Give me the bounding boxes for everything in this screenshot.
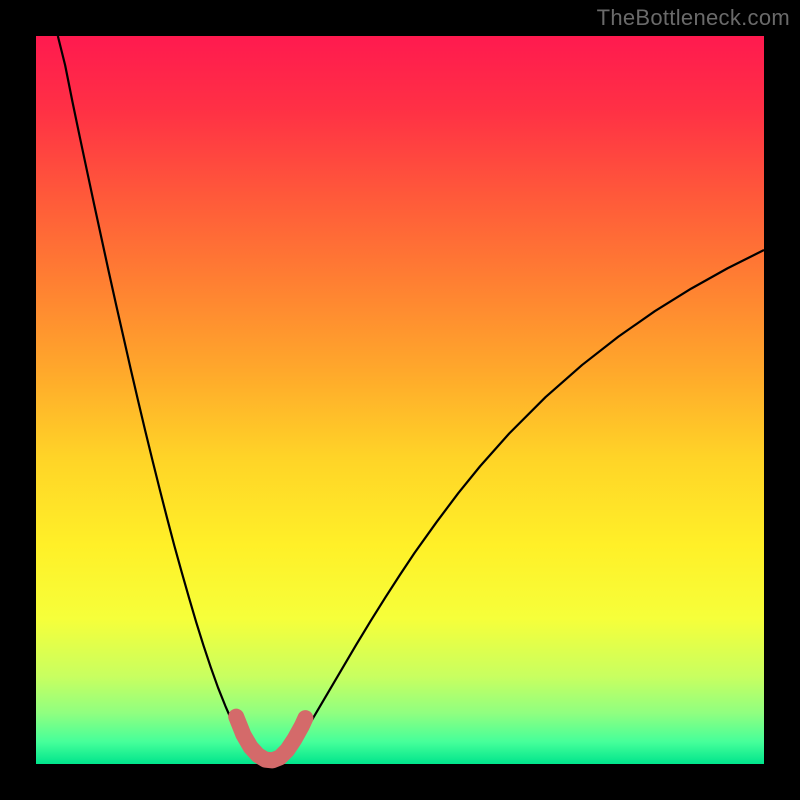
watermark-text: TheBottleneck.com — [597, 5, 790, 31]
plot-svg — [0, 0, 800, 800]
outer-frame: TheBottleneck.com — [0, 0, 800, 800]
